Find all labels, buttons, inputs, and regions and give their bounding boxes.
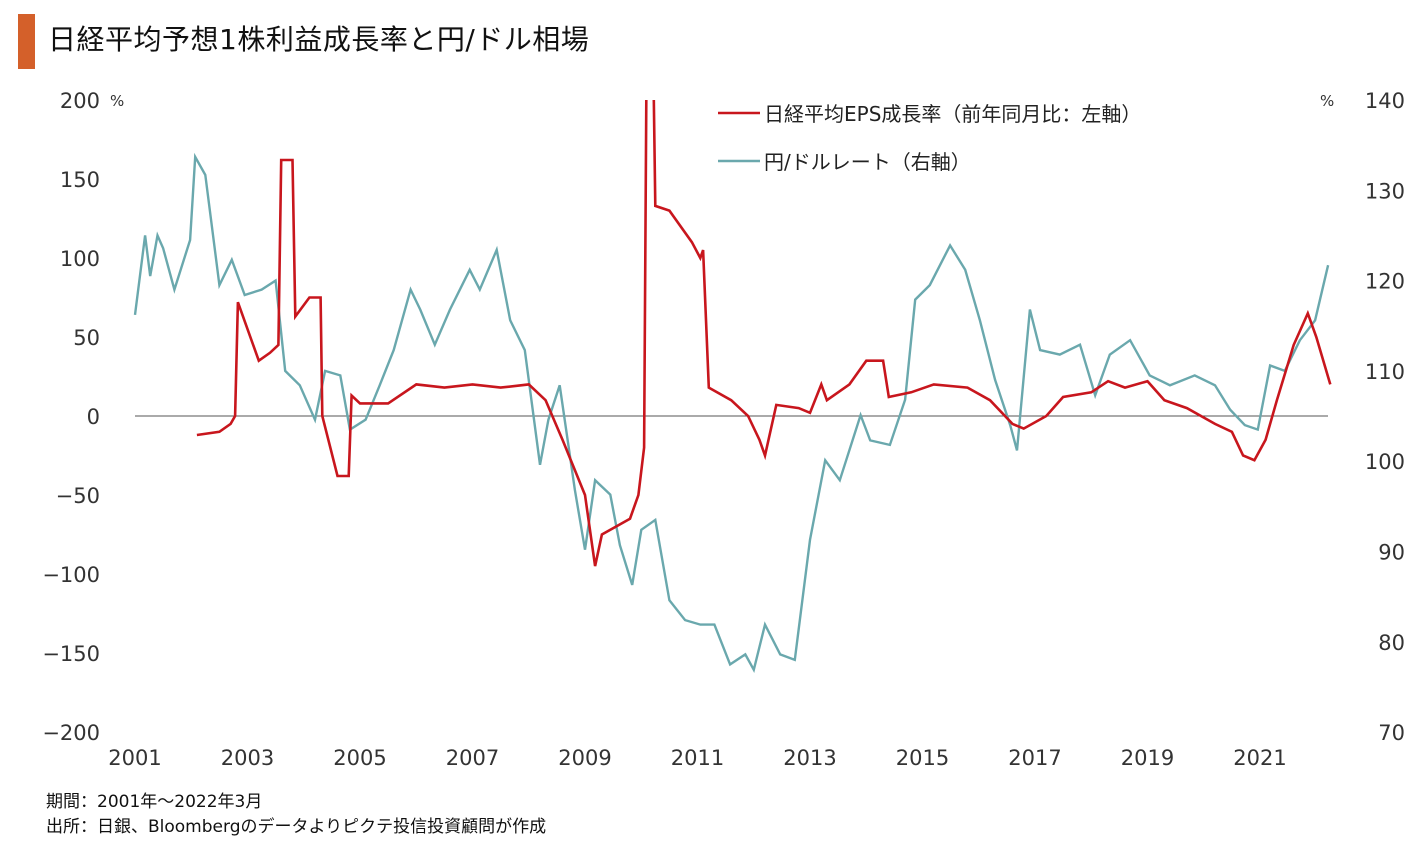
left-axis-unit: % bbox=[110, 92, 124, 110]
chart-title: 日経平均予想1株利益成長率と円/ドル相場 bbox=[48, 23, 590, 56]
x-axis-tick: 2015 bbox=[896, 746, 949, 770]
left-axis-tick: −200 bbox=[42, 721, 100, 745]
left-axis-tick: 200 bbox=[60, 89, 100, 113]
right-axis-tick: 80 bbox=[1378, 631, 1405, 655]
x-axis-tick: 2019 bbox=[1121, 746, 1174, 770]
x-axis-tick: 2013 bbox=[783, 746, 836, 770]
right-axis-tick: 100 bbox=[1365, 450, 1405, 474]
left-axis-tick: 50 bbox=[73, 326, 100, 350]
x-axis-tick: 2005 bbox=[333, 746, 386, 770]
right-axis-tick: 120 bbox=[1365, 270, 1405, 294]
left-axis-tick: −100 bbox=[42, 563, 100, 587]
left-axis-tick: 150 bbox=[60, 168, 100, 192]
x-axis-tick: 2001 bbox=[108, 746, 161, 770]
right-axis-tick: 130 bbox=[1365, 179, 1405, 203]
x-axis-tick: 2003 bbox=[221, 746, 274, 770]
series-eps-line bbox=[196, 100, 1332, 567]
footnote-source: 出所：日銀、Bloombergのデータよりピクテ投信投資顧問が作成 bbox=[46, 817, 547, 837]
left-axis-tick: −150 bbox=[42, 642, 100, 666]
title-accent-bar bbox=[18, 14, 35, 69]
x-axis-tick: 2007 bbox=[446, 746, 499, 770]
left-axis-tick: 100 bbox=[60, 247, 100, 271]
legend-eps-label: 日経平均EPS成長率（前年同月比：左軸） bbox=[764, 102, 1141, 126]
right-axis-unit: % bbox=[1320, 92, 1334, 110]
x-axis-tick: 2011 bbox=[671, 746, 724, 770]
x-axis-tick: 2017 bbox=[1008, 746, 1061, 770]
right-axis-tick: 140 bbox=[1365, 89, 1405, 113]
footnote-period: 期間：2001年～2022年3月 bbox=[46, 792, 263, 812]
series-fx-line bbox=[133, 152, 1330, 674]
legend: 日経平均EPS成長率（前年同月比：左軸） 円/ドルレート（右軸） bbox=[718, 102, 1141, 174]
right-axis-tick: 90 bbox=[1378, 541, 1405, 565]
right-axis-tick: 110 bbox=[1365, 360, 1405, 384]
x-axis-tick: 2021 bbox=[1233, 746, 1286, 770]
x-axis-tick: 2009 bbox=[558, 746, 611, 770]
left-axis-tick: 0 bbox=[87, 405, 100, 429]
right-axis-tick: 70 bbox=[1378, 721, 1405, 745]
left-axis-tick: −50 bbox=[56, 484, 100, 508]
legend-fx-label: 円/ドルレート（右軸） bbox=[764, 150, 971, 174]
